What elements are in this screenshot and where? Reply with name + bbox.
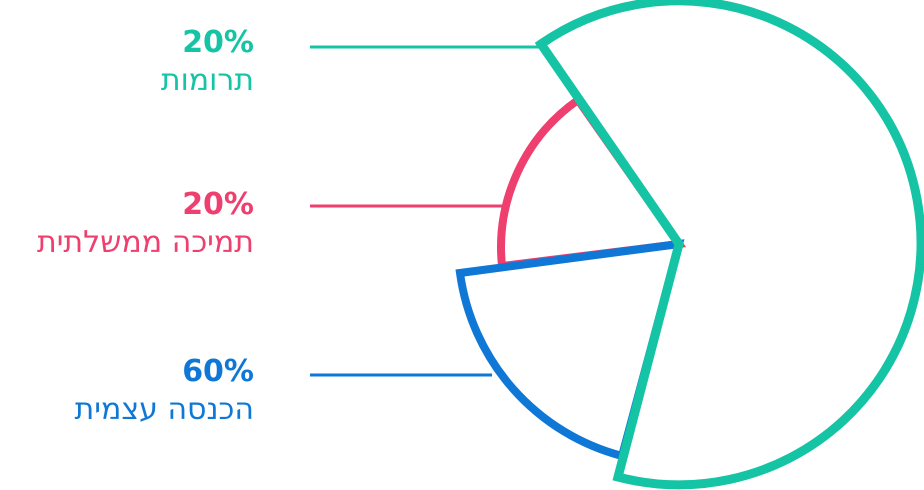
legend-government: 20% תמיכה ממשלתית bbox=[37, 188, 254, 260]
legend-self-income-label: הכנסה עצמית bbox=[74, 392, 254, 427]
slice-donations bbox=[534, 0, 924, 490]
legend-government-percent: 20% bbox=[182, 187, 254, 222]
legend-self-income-percent: 60% bbox=[182, 354, 254, 389]
slice-self-income bbox=[455, 239, 685, 461]
legend-donations-label: תרומות bbox=[160, 63, 254, 98]
legend-donations: 20% תרומות bbox=[161, 26, 254, 98]
slice-government bbox=[497, 94, 687, 271]
legend-self-income: 60% הכנסה עצמית bbox=[75, 355, 254, 427]
legend-donations-percent: 20% bbox=[182, 25, 254, 60]
legend-government-label: תמיכה ממשלתית bbox=[36, 225, 254, 260]
